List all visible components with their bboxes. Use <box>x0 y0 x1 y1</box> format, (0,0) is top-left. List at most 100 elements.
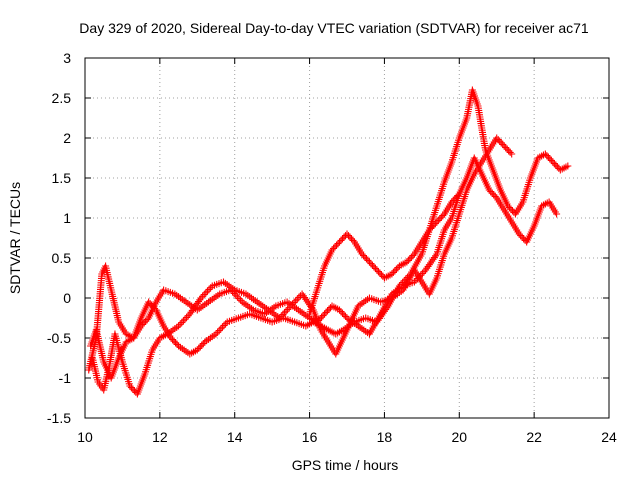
data-point <box>299 292 307 300</box>
data-point <box>340 311 348 319</box>
data-point <box>331 243 339 251</box>
data-point <box>494 136 502 144</box>
y-tick-label: -1.5 <box>47 410 71 426</box>
data-point <box>367 260 375 268</box>
data-point <box>374 268 382 276</box>
series-track-1 <box>85 86 572 374</box>
data-point <box>493 134 501 142</box>
data-point <box>187 308 195 316</box>
data-point <box>410 278 418 286</box>
data-point <box>552 161 560 169</box>
data-point <box>218 323 226 331</box>
x-axis-title: GPS time / hours <box>292 457 399 473</box>
data-point <box>321 310 329 318</box>
data-point <box>553 163 561 171</box>
data-point <box>449 196 457 204</box>
data-point <box>282 307 290 315</box>
data-point <box>505 204 513 212</box>
data-point <box>143 316 151 324</box>
data-point <box>328 246 336 254</box>
data-point <box>423 264 431 272</box>
data-point <box>368 261 376 269</box>
data-point <box>407 253 415 261</box>
y-tick-label: -1 <box>59 370 72 386</box>
data-point <box>301 294 309 302</box>
data-point <box>346 233 354 241</box>
data-point <box>170 337 178 345</box>
data-point <box>389 268 397 276</box>
data-point <box>193 299 201 307</box>
data-point <box>303 297 311 305</box>
x-tick-label: 12 <box>152 429 168 445</box>
x-tick-label: 22 <box>526 429 542 445</box>
data-point <box>202 289 210 297</box>
series-track-4 <box>306 190 463 318</box>
data-point <box>452 193 460 201</box>
data-point <box>126 382 134 390</box>
data-point <box>232 291 240 299</box>
data-point <box>172 339 180 347</box>
data-point <box>550 160 558 168</box>
data-point <box>564 162 572 170</box>
data-point <box>497 139 505 147</box>
data-point <box>199 292 207 300</box>
data-point <box>508 207 516 215</box>
data-point <box>284 305 292 313</box>
data-point <box>491 192 499 200</box>
data-point <box>488 189 496 197</box>
data-point <box>325 305 333 313</box>
data-point <box>425 261 433 269</box>
data-point <box>454 192 462 200</box>
data-point <box>448 198 456 206</box>
data-point <box>298 290 306 298</box>
data-point <box>507 205 515 213</box>
x-tick-label: 18 <box>377 429 393 445</box>
data-point <box>178 319 186 327</box>
data-point <box>191 303 199 311</box>
data-point <box>506 148 514 156</box>
data-point <box>190 305 198 313</box>
x-tick-label: 24 <box>601 429 617 445</box>
data-point <box>370 263 378 271</box>
data-point <box>487 188 495 196</box>
y-tick-label: 1 <box>63 210 71 226</box>
data-point <box>344 232 352 240</box>
data-point <box>508 150 516 158</box>
data-point <box>288 300 296 308</box>
y-tick-labels: -1.5 -1 -0.5 0 0.5 1 1.5 2 2.5 3 <box>47 50 71 426</box>
data-point <box>199 340 207 348</box>
y-axis-title: SDTVAR / TECUs <box>7 182 23 294</box>
data-point <box>431 220 439 228</box>
data-point <box>549 158 557 166</box>
x-tick-label: 14 <box>227 429 243 445</box>
data-point <box>455 190 463 198</box>
y-tick-label: 0.5 <box>52 250 72 266</box>
data-point <box>279 311 287 319</box>
data-point <box>337 308 345 316</box>
data-point <box>336 238 344 246</box>
x-tick-label: 20 <box>451 429 467 445</box>
data-point <box>214 328 222 336</box>
data-point <box>429 255 437 263</box>
data-point <box>428 257 436 265</box>
data-point <box>280 309 288 317</box>
data-point <box>371 264 379 272</box>
data-point <box>334 240 342 248</box>
data-point <box>197 294 205 302</box>
data-point <box>276 314 284 322</box>
data-point <box>222 320 230 328</box>
data-point <box>427 259 435 267</box>
y-tick-label: 2.5 <box>52 90 72 106</box>
data-point <box>169 336 177 344</box>
data-point <box>277 312 285 320</box>
data-point <box>406 255 414 263</box>
data-point <box>422 266 430 274</box>
data-point <box>167 334 175 342</box>
data-point <box>337 236 345 244</box>
data-point <box>285 304 293 312</box>
data-point <box>292 297 300 305</box>
data-point <box>287 302 295 310</box>
data-point <box>439 212 447 220</box>
data-point <box>145 298 153 306</box>
y-tick-label: -0.5 <box>47 330 71 346</box>
